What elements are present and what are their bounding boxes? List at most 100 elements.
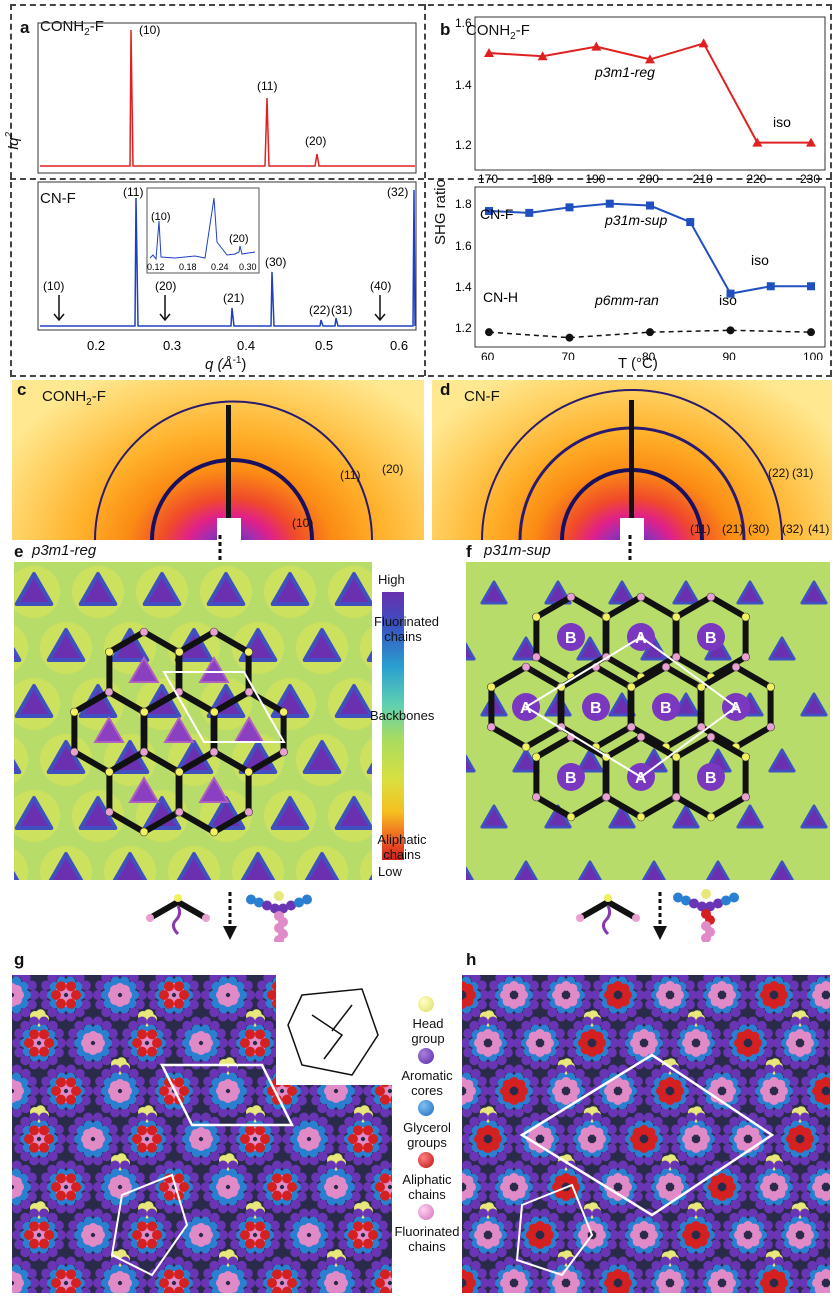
legend-dot-head — [418, 996, 434, 1012]
panel-g-model — [12, 975, 392, 1293]
colorbar-aliph: Aliphatic chains — [377, 832, 427, 862]
f-cell-label: B — [705, 770, 717, 787]
f-cell-label: B — [565, 630, 577, 647]
b-bot-ytick-3: 1.4 — [455, 280, 472, 294]
f-cell-label: B — [660, 700, 672, 717]
panel-d-label-41: (41) — [808, 522, 830, 536]
b-bot-point-cnf — [766, 282, 775, 291]
inset-peak-20: (20) — [229, 233, 249, 245]
ring-1 — [150, 458, 314, 540]
b-bot-point-cnf — [565, 203, 574, 212]
panel-a-inset-trace — [149, 197, 256, 261]
arrow-label-20: (20) — [155, 279, 176, 293]
inset-tick-3: 0.24 — [211, 262, 229, 272]
b-bot-point-cnf — [686, 218, 695, 227]
b-bot-point-cnf — [646, 201, 654, 210]
panel-d-label-32: (32) — [782, 522, 804, 536]
h-outline — [515, 1183, 594, 1277]
molecule-model-left — [246, 891, 312, 942]
legend-label-aromatic: Aromatic cores — [401, 1068, 453, 1098]
e-unit-cell — [162, 671, 286, 743]
b-bot-point-cnh — [807, 328, 815, 337]
arrow-label-40: (40) — [370, 279, 391, 293]
legend-label-head: Head group — [411, 1016, 445, 1046]
g-inset-outline — [287, 988, 379, 1076]
b-bot-point-cnf — [726, 289, 735, 298]
panel-d-letter: d — [440, 380, 451, 399]
panel-h-letter: h — [466, 950, 477, 969]
panel-a-ylabel: Iq2 — [4, 131, 22, 150]
b-top-xtick: 230 — [800, 172, 820, 186]
colorbar-back: Backbones — [370, 708, 435, 723]
legend-label-aliphatic: Aliphatic chains — [402, 1172, 452, 1202]
legend-dot-aliphatic — [418, 1152, 434, 1168]
b-top-point — [537, 51, 548, 61]
f-cell-label: A — [635, 630, 647, 647]
peak-label-bottom-32: (32) — [387, 185, 408, 199]
frame-left — [10, 4, 12, 376]
frame-top — [10, 4, 832, 6]
inset-peak-10: (10) — [151, 211, 171, 223]
panel-d-label-30: (30) — [748, 522, 770, 536]
panel-b-letter: b — [440, 20, 451, 39]
molecule-schematic-right — [576, 892, 667, 940]
panel-c-label-10: (10) — [292, 516, 314, 530]
panel-e-title: p3m1-reg — [32, 542, 97, 559]
b-bot-annot1: p31m-sup — [604, 212, 667, 228]
b-top-xtick: 200 — [639, 172, 659, 186]
b-top-ytick-3: 1.2 — [455, 138, 472, 152]
panel-g-letter: g — [14, 950, 25, 969]
panel-b-top-title: CONH2-F — [466, 22, 530, 42]
panel-h-model — [462, 975, 830, 1293]
legend-dot-aromatic — [418, 1048, 434, 1064]
x-tick-4: 0.5 — [315, 338, 333, 353]
colorbar — [382, 592, 404, 860]
peak-label-top-11: (11) — [257, 79, 277, 93]
panel-c-diffraction: c CONH2-F (10) (11) (20) — [12, 380, 424, 540]
b-bot-xtick: 90 — [723, 350, 737, 360]
panel-e-map — [14, 562, 372, 880]
panel-a-letter: a — [20, 18, 30, 37]
panel-c-label-20: (20) — [382, 462, 404, 476]
b-bot-series2: CN-H — [483, 289, 518, 305]
b-top-xtick: 210 — [693, 172, 713, 186]
panel-d-title: CN-F — [464, 388, 500, 405]
peak-label-bottom-11: (11) — [123, 185, 143, 199]
legend-dot-fluorinated — [418, 1204, 434, 1220]
arrow-20 — [159, 295, 171, 322]
x-tick-2: 0.3 — [163, 338, 181, 353]
b-bot-point-cnf — [525, 208, 534, 217]
panel-c-letter: c — [17, 380, 27, 399]
f-cell-label: B — [565, 770, 577, 787]
f-cell-label: B — [705, 630, 717, 647]
beamstop-d — [629, 400, 634, 540]
panel-c-title: CONH2-F — [42, 388, 106, 408]
b-bot-point-cnh — [565, 333, 574, 342]
legend-label-glycerol: Glycerol groups — [403, 1120, 451, 1150]
colorbar-fluor: Fluorinated chains — [374, 614, 440, 644]
panel-a-bottom-frame — [37, 181, 417, 331]
colorbar-low: Low — [378, 864, 402, 879]
b-top-xtick: 170 — [478, 172, 498, 186]
panel-b-xlabel: T (°C) — [618, 355, 658, 372]
panel-f-title: p31m-sup — [484, 542, 551, 559]
peak-label-bottom-22: (22) — [309, 303, 330, 317]
x-tick-5: 0.6 — [390, 338, 408, 353]
panel-a-xlabel: q (Å-1) — [205, 355, 247, 373]
peak-label-bottom-31: (31) — [331, 303, 352, 317]
b-top-annot: p3m1-reg — [594, 64, 655, 80]
frame-right — [830, 4, 832, 376]
b-top-point — [698, 38, 709, 48]
b-bot-point-cnf — [485, 207, 493, 216]
panel-d-label-21: (21) — [722, 522, 744, 536]
panel-a-top-title: CONH2-F — [40, 18, 104, 38]
b-bot-point-cnf — [807, 282, 815, 291]
arrow-label-10: (10) — [43, 279, 64, 293]
b-bot-point-cnh — [726, 326, 735, 335]
b-top-iso: iso — [773, 114, 791, 130]
x-tick-1: 0.2 — [87, 338, 105, 353]
molecule-model-right — [673, 889, 739, 942]
f-cell-label: A — [730, 700, 742, 717]
ring-d-3 — [481, 389, 783, 540]
